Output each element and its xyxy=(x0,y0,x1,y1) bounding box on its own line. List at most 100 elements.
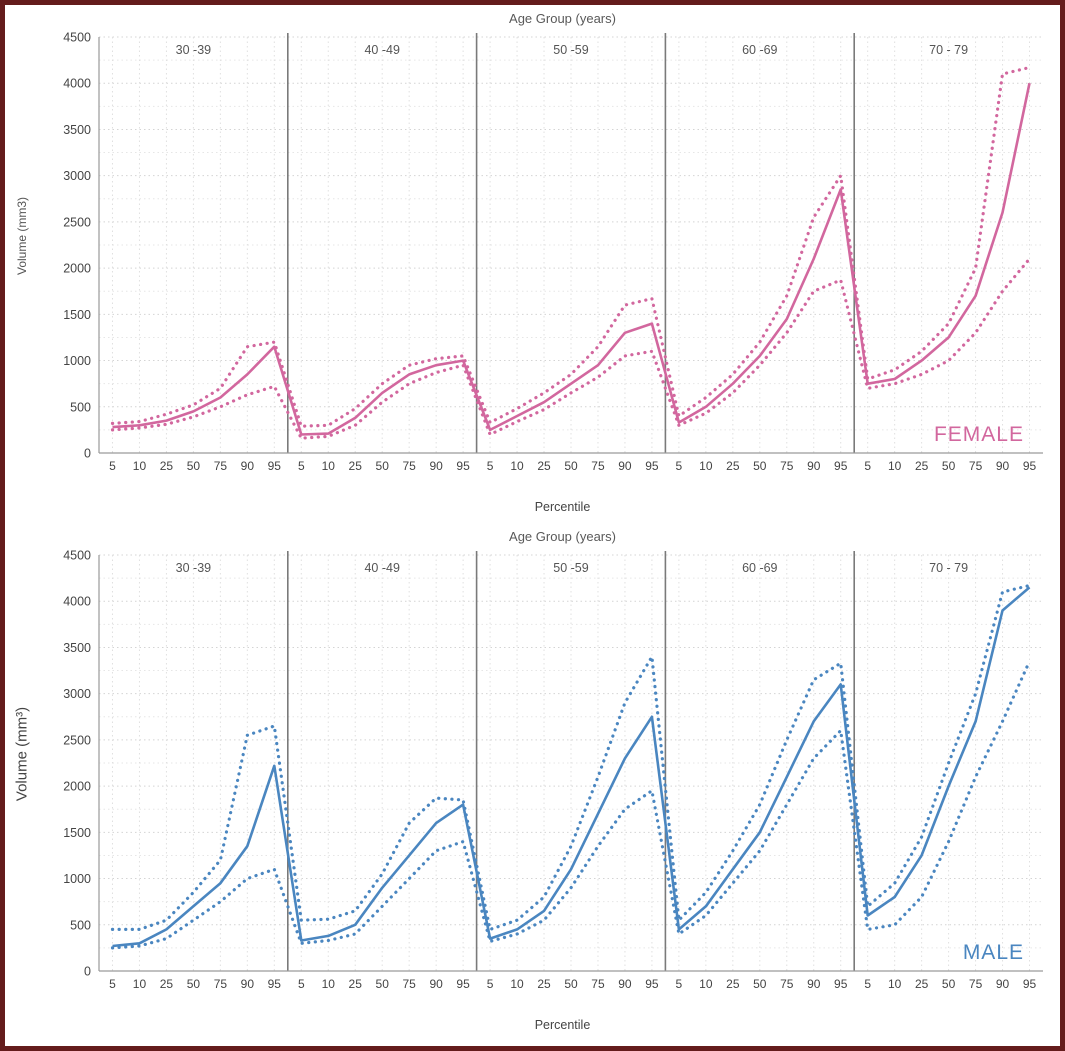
svg-text:10: 10 xyxy=(133,459,147,473)
svg-text:1000: 1000 xyxy=(63,872,91,886)
svg-text:50 -59: 50 -59 xyxy=(553,43,588,57)
svg-text:500: 500 xyxy=(70,400,91,414)
svg-text:500: 500 xyxy=(70,918,91,932)
svg-text:1500: 1500 xyxy=(63,308,91,322)
svg-text:25: 25 xyxy=(726,977,740,991)
svg-text:95: 95 xyxy=(834,459,848,473)
svg-text:90: 90 xyxy=(618,459,632,473)
svg-text:90: 90 xyxy=(429,977,443,991)
svg-text:90: 90 xyxy=(618,977,632,991)
svg-text:2500: 2500 xyxy=(63,733,91,747)
svg-text:50: 50 xyxy=(187,459,201,473)
svg-text:95: 95 xyxy=(834,977,848,991)
svg-text:95: 95 xyxy=(645,977,659,991)
svg-text:25: 25 xyxy=(349,459,363,473)
svg-text:95: 95 xyxy=(268,977,282,991)
svg-text:1000: 1000 xyxy=(63,354,91,368)
svg-text:4000: 4000 xyxy=(63,77,91,91)
svg-text:90: 90 xyxy=(807,459,821,473)
female-median-line xyxy=(112,82,1031,436)
male-series-label: MALE xyxy=(962,941,1024,964)
svg-text:10: 10 xyxy=(133,977,147,991)
svg-text:5: 5 xyxy=(676,459,683,473)
svg-text:75: 75 xyxy=(402,977,416,991)
male-chart-title: Age Group (years) xyxy=(509,529,616,544)
svg-text:70 - 79: 70 - 79 xyxy=(929,561,968,575)
svg-text:50: 50 xyxy=(376,459,390,473)
svg-text:10: 10 xyxy=(888,977,902,991)
svg-text:25: 25 xyxy=(726,459,740,473)
svg-text:25: 25 xyxy=(160,459,174,473)
svg-text:25: 25 xyxy=(915,977,929,991)
svg-text:50: 50 xyxy=(753,977,767,991)
male-plot: 0 500 1000 1500 2000 2500 3000 3500 4000 4500 5 10 2… xyxy=(63,549,1043,991)
svg-text:50: 50 xyxy=(942,977,956,991)
svg-text:2500: 2500 xyxy=(63,215,91,229)
svg-text:3000: 3000 xyxy=(63,687,91,701)
svg-text:5: 5 xyxy=(864,459,871,473)
male-x-axis-label: Percentile xyxy=(534,1018,591,1032)
svg-text:5: 5 xyxy=(298,977,305,991)
svg-text:75: 75 xyxy=(402,459,416,473)
svg-text:30 -39: 30 -39 xyxy=(176,43,211,57)
svg-text:90: 90 xyxy=(996,459,1010,473)
svg-text:50: 50 xyxy=(564,459,578,473)
female-series-label: FEMALE xyxy=(933,423,1024,446)
svg-text:95: 95 xyxy=(456,459,470,473)
male-median-line xyxy=(112,586,1031,948)
svg-text:90: 90 xyxy=(241,459,255,473)
svg-text:25: 25 xyxy=(349,977,363,991)
svg-text:40 -49: 40 -49 xyxy=(364,43,399,57)
svg-text:3000: 3000 xyxy=(63,169,91,183)
svg-text:5: 5 xyxy=(487,459,494,473)
svg-text:70 - 79: 70 - 79 xyxy=(929,43,968,57)
svg-text:5: 5 xyxy=(487,977,494,991)
svg-text:0: 0 xyxy=(84,447,91,461)
svg-text:25: 25 xyxy=(160,977,174,991)
female-plot: 0 500 1000 1500 2000 2500 3000 3500 4000 4500 5 10 2… xyxy=(63,31,1043,473)
svg-text:4500: 4500 xyxy=(63,549,91,563)
svg-text:75: 75 xyxy=(969,977,983,991)
svg-text:10: 10 xyxy=(322,977,336,991)
female-y-axis-label: Volume (mm3) xyxy=(15,196,29,275)
male-y-axis-label-wrap: Volume (mm³) xyxy=(7,547,37,1017)
svg-text:5: 5 xyxy=(676,977,683,991)
svg-text:50: 50 xyxy=(564,977,578,991)
svg-text:10: 10 xyxy=(322,459,336,473)
svg-text:60 -69: 60 -69 xyxy=(742,561,777,575)
female-chart: Age Group (years) Volume (mm3) 0 500 1000 1… xyxy=(7,9,1060,521)
svg-text:90: 90 xyxy=(996,977,1010,991)
female-y-axis-label-wrap: Volume (mm3) xyxy=(7,29,37,499)
svg-text:4500: 4500 xyxy=(63,31,91,45)
svg-text:5: 5 xyxy=(298,459,305,473)
svg-text:75: 75 xyxy=(214,977,228,991)
svg-text:95: 95 xyxy=(645,459,659,473)
svg-text:3500: 3500 xyxy=(63,123,91,137)
svg-text:30 -39: 30 -39 xyxy=(176,561,211,575)
svg-text:2000: 2000 xyxy=(63,780,91,794)
svg-text:75: 75 xyxy=(969,459,983,473)
svg-text:95: 95 xyxy=(1023,977,1037,991)
svg-text:75: 75 xyxy=(780,459,794,473)
svg-text:75: 75 xyxy=(780,977,794,991)
svg-text:50: 50 xyxy=(753,459,767,473)
svg-text:90: 90 xyxy=(429,459,443,473)
svg-text:10: 10 xyxy=(510,459,524,473)
svg-text:50: 50 xyxy=(942,459,956,473)
svg-text:50: 50 xyxy=(376,977,390,991)
svg-text:4000: 4000 xyxy=(63,595,91,609)
svg-text:95: 95 xyxy=(1023,459,1037,473)
female-chart-title: Age Group (years) xyxy=(509,11,616,26)
svg-text:40 -49: 40 -49 xyxy=(364,561,399,575)
svg-text:25: 25 xyxy=(915,459,929,473)
male-y-axis-label: Volume (mm³) xyxy=(13,706,31,801)
svg-text:5: 5 xyxy=(109,459,116,473)
svg-text:95: 95 xyxy=(456,977,470,991)
svg-text:2000: 2000 xyxy=(63,262,91,276)
male-upper-bound-line xyxy=(110,583,1032,932)
svg-text:50 -59: 50 -59 xyxy=(553,561,588,575)
svg-text:75: 75 xyxy=(214,459,228,473)
svg-text:75: 75 xyxy=(591,459,605,473)
svg-text:5: 5 xyxy=(864,977,871,991)
